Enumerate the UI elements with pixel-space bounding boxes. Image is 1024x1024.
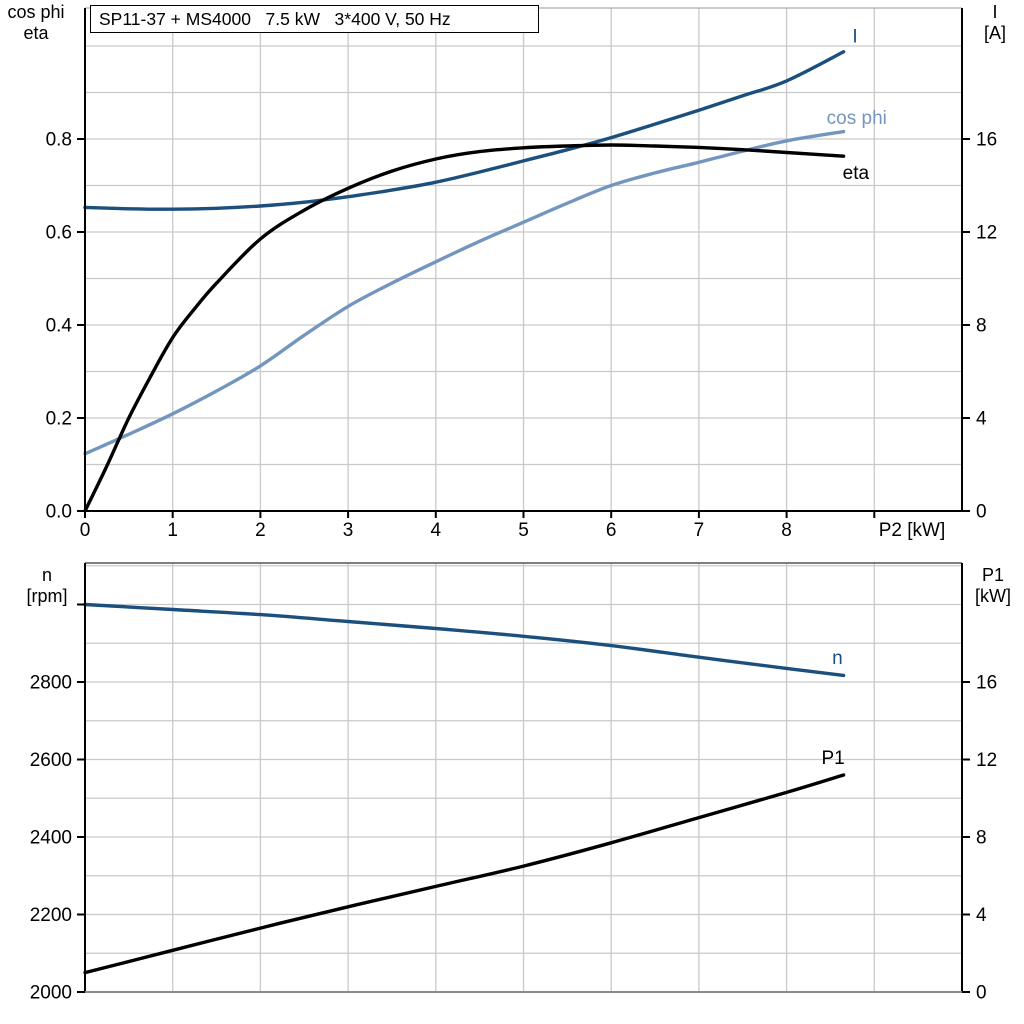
y-right-tick-label: 0 [976,502,987,523]
y-left-tick-label: 2200 [30,905,72,926]
y-right-tick-label: 12 [976,223,997,244]
curve-I [83,50,846,211]
y-left-tick-label: 2400 [30,828,72,849]
top-right-axis-unit: I [A] [972,2,1018,44]
curve-label-eta: eta [843,163,870,184]
y-left-tick-label: 0.6 [46,223,72,244]
y-left-tick-label: 0.0 [46,502,72,523]
y-right-tick-label: 8 [976,316,987,337]
y-right-tick-label: 16 [976,130,997,151]
y-right-tick-label: 4 [976,409,987,430]
top-left-axis-unit: cos phi eta [4,2,68,44]
bottom-right-axis-unit: P1 [kW] [964,565,1022,607]
chart-title: SP11-37 + MS4000 7.5 kW 3*400 V, 50 Hz [99,8,451,29]
y-left-tick-label: 2800 [30,673,72,694]
y-left-tick-label: 0.2 [46,409,72,430]
bottom-left-axis-unit: n [rpm] [16,565,78,607]
y-right-tick-label: 0 [976,983,987,1004]
y-right-tick-label: 8 [976,828,987,849]
x-axis-label: P2 [kW] [879,520,946,541]
curve-P1 [83,773,846,975]
y-left-unit-line2: [rpm] [26,586,68,606]
curve-label-cos-phi: cos phi [827,108,887,129]
y-left-tick-label: 0.4 [46,316,73,337]
y-right-unit-line1: P1 [981,565,1005,585]
curve-eta [83,143,846,513]
y-right-unit-line2: [A] [983,23,1006,43]
x-tick-label: 8 [781,520,792,541]
curve-label-P1: P1 [821,748,844,769]
curve-label-I: I [852,27,857,48]
x-tick-label: 4 [431,520,442,541]
curve-label-n: n [832,648,843,669]
y-left-unit-line2: eta [23,23,49,43]
y-right-unit-line2: [kW] [975,586,1011,606]
chart-title-box: SP11-37 + MS4000 7.5 kW 3*400 V, 50 Hz [90,5,539,33]
y-left-unit-line1: n [41,565,52,585]
x-tick-label: 2 [255,520,266,541]
x-tick-label: 0 [80,520,91,541]
y-right-unit-line1: I [992,2,998,22]
y-right-tick-label: 12 [976,750,997,771]
y-left-tick-label: 0.8 [46,130,72,151]
x-tick-label: 5 [518,520,529,541]
y-left-unit-line1: cos phi [7,2,65,22]
y-left-tick-label: 2600 [30,750,72,771]
curve-cos-phi [83,129,846,456]
y-right-tick-label: 4 [976,905,987,926]
x-tick-label: 3 [343,520,354,541]
y-left-tick-label: 2000 [30,983,72,1004]
x-tick-label: 7 [694,520,705,541]
curve-n [83,602,846,678]
y-right-tick-label: 16 [976,673,997,694]
x-tick-label: 1 [167,520,178,541]
x-tick-label: 6 [606,520,617,541]
